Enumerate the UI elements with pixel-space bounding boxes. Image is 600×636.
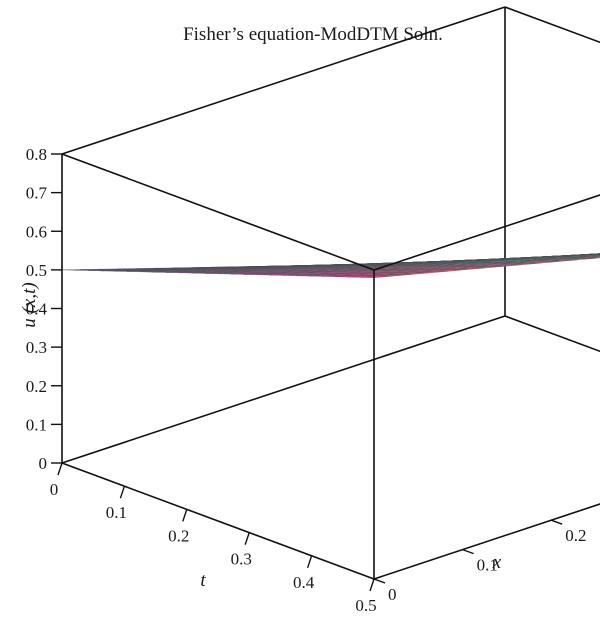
z-tick-label: 0.8 <box>26 145 47 164</box>
z-tick-label: 0.1 <box>26 415 47 434</box>
box-edge-back-1 <box>504 6 600 44</box>
z-tick-label: 0 <box>39 454 48 473</box>
t-tick <box>306 555 313 569</box>
t-axis: 0 0.1 0.2 0.3 0.4 0.5 <box>50 462 377 615</box>
t-tick-label: 0.1 <box>106 503 127 522</box>
surface-cell <box>582 256 600 259</box>
bounding-box-back <box>61 6 600 464</box>
box-edge-back-3 <box>61 315 506 464</box>
x-tick-label: 0.1 <box>477 556 498 575</box>
surface-cell <box>593 255 600 257</box>
surface-cell <box>598 253 600 255</box>
t-tick-label: 0 <box>50 480 59 499</box>
x-tick-label: 0 <box>388 585 397 604</box>
x-tick <box>373 578 386 584</box>
surface-cell <box>592 253 600 255</box>
surface-cell <box>569 256 600 260</box>
t-tick <box>369 578 375 592</box>
box-edge-back-0 <box>61 6 506 155</box>
z-tick-label: 0.4 <box>26 300 48 319</box>
box-edge-front-4 <box>373 503 600 580</box>
box-edge-front-2 <box>373 194 600 271</box>
t-tick <box>182 509 188 522</box>
surface-mesh <box>61 253 600 278</box>
x-tick <box>550 519 563 525</box>
t-tick <box>119 485 126 499</box>
surface-cell <box>587 256 600 258</box>
z-tick-label: 0.3 <box>26 338 47 357</box>
box-edge-front-3 <box>61 462 375 580</box>
x-axis: 00.10.20.30.40.5 <box>373 519 586 604</box>
z-tick-label: 0.5 <box>26 261 47 280</box>
t-tick-label: 0.3 <box>231 550 252 569</box>
x-axis-label: x <box>492 552 502 573</box>
t-tick-label: 0.5 <box>355 596 376 615</box>
z-axis-label: u (x,t) <box>19 282 40 327</box>
surface-cell <box>598 255 600 256</box>
z-tick-label: 0.6 <box>26 222 47 241</box>
t-axis-label: t <box>200 570 206 591</box>
t-tick-label: 0.4 <box>293 573 315 592</box>
chart-title: Fisher’s equation-ModDTM Soln. <box>183 24 443 45</box>
x-tick <box>462 548 474 555</box>
t-tick <box>244 532 250 545</box>
surface-cell <box>590 254 600 256</box>
t-tick <box>57 462 63 476</box>
x-tick-label: 0.2 <box>565 526 586 545</box>
box-edge-back-4 <box>504 315 600 353</box>
t-tick-label: 0.2 <box>168 526 189 545</box>
bounding-box-front <box>61 153 600 580</box>
z-tick-label: 0.7 <box>26 184 48 203</box>
z-axis: 0 0.1 0.2 0.3 0.4 0.5 0.6 0.7 0.8 <box>26 145 62 473</box>
z-tick-label: 0.2 <box>26 377 47 396</box>
box-edge-front-1 <box>61 153 375 271</box>
surface-cell <box>574 255 600 259</box>
